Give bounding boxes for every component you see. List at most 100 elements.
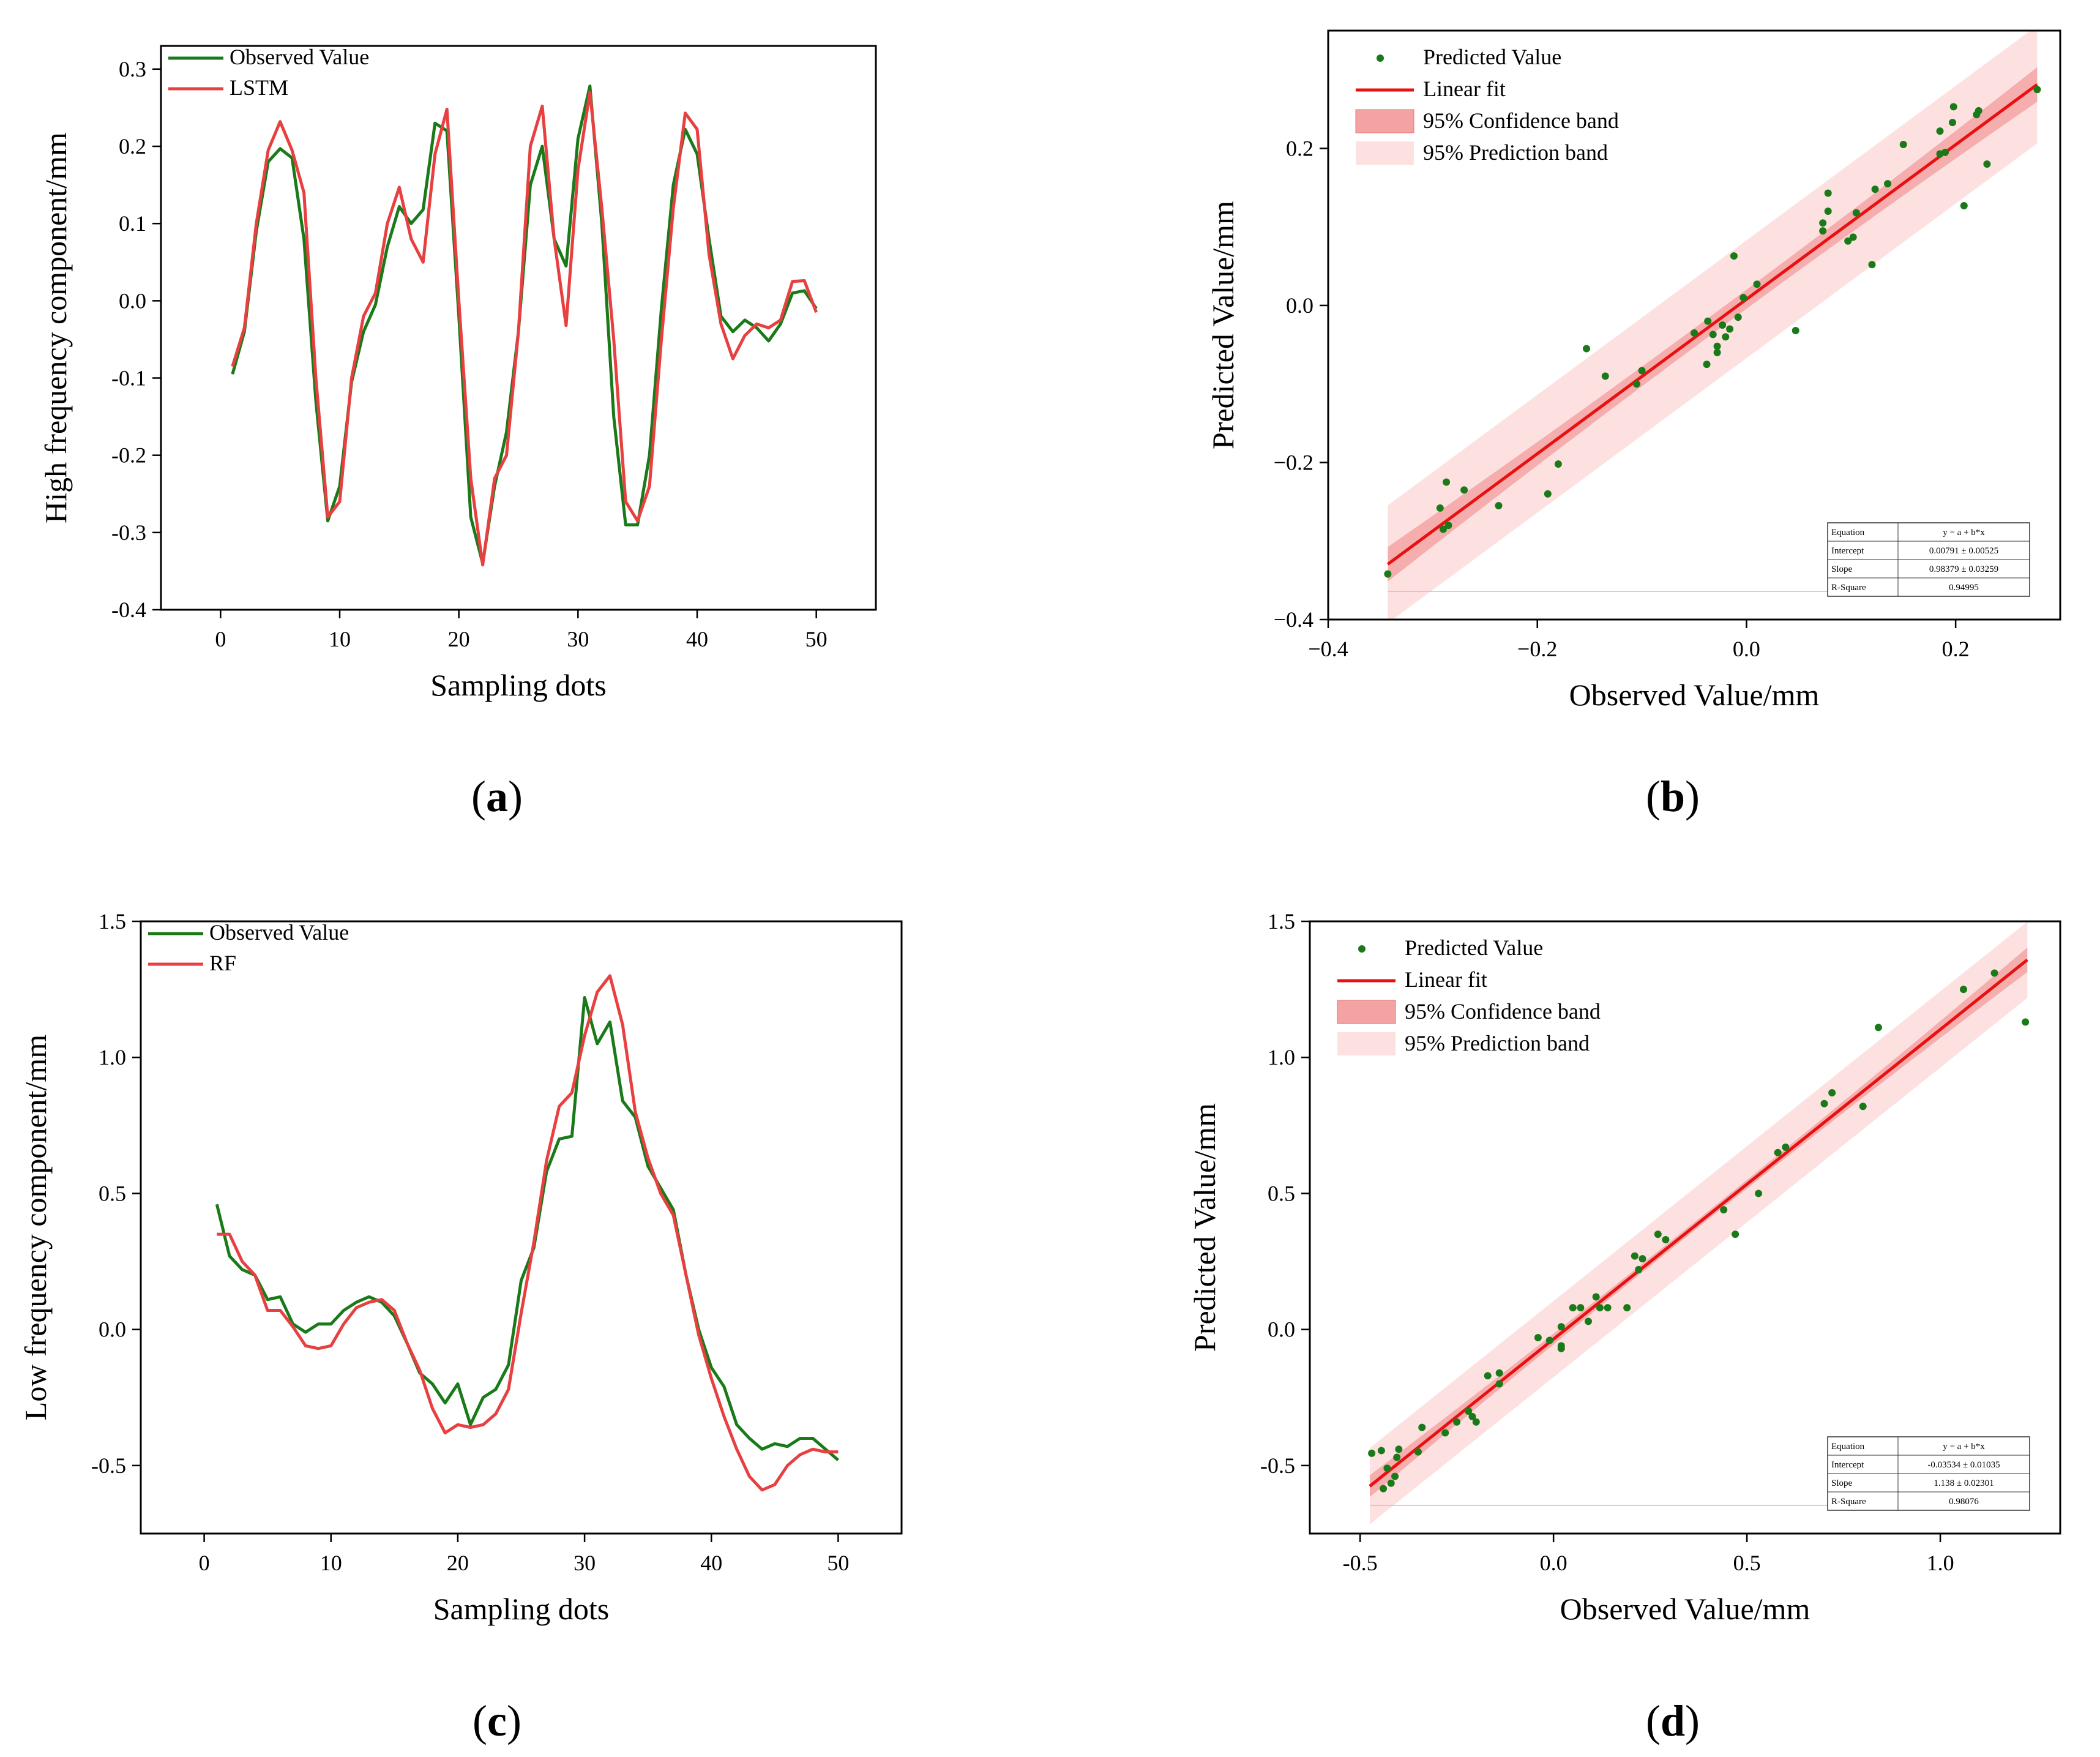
data-point — [1418, 1423, 1426, 1431]
y-tick-label: -0.5 — [91, 1453, 126, 1478]
stats-table-value: 0.98379 ± 0.03259 — [1929, 564, 1998, 574]
data-point — [1638, 367, 1646, 375]
data-point — [1444, 522, 1452, 530]
stats-table-key: Equation — [1831, 528, 1865, 538]
data-point — [1983, 160, 1991, 168]
panel-label-open: ( — [1646, 772, 1661, 821]
data-point — [1391, 1472, 1399, 1480]
stats-table-key: Intercept — [1831, 546, 1864, 556]
data-point — [1975, 107, 1982, 114]
y-axis-label: Predicted Value/mm — [1206, 201, 1240, 449]
stats-table-value: 0.00791 ± 0.00525 — [1929, 546, 1998, 556]
y-axis-label: Low frequency component/mm — [18, 1035, 53, 1420]
data-point — [1734, 313, 1742, 321]
panel-label: (a) — [471, 772, 523, 821]
panel-label: (d) — [1646, 1696, 1700, 1745]
data-point — [1468, 1412, 1476, 1420]
plot-area — [215, 974, 840, 1492]
data-point — [1884, 180, 1892, 188]
legend-label: Observed Value — [209, 920, 349, 945]
x-tick-label: 1.0 — [1927, 1551, 1954, 1575]
y-tick-label: -0.4 — [111, 598, 146, 622]
data-point — [1395, 1445, 1403, 1453]
data-point — [1722, 333, 1730, 341]
y-tick-label: 0.5 — [99, 1181, 126, 1205]
x-tick-label: 10 — [329, 627, 351, 651]
data-point — [1755, 1189, 1763, 1197]
x-axis-label: Sampling dots — [430, 668, 607, 702]
data-point — [1453, 1418, 1461, 1426]
plot-area — [1368, 921, 2030, 1524]
legend-label: Observed Value — [230, 45, 369, 69]
panel-label-close: ) — [1685, 772, 1700, 821]
data-point — [1782, 1143, 1790, 1151]
y-tick-label: 1.0 — [1268, 1045, 1295, 1070]
legend-prediction-swatch — [1337, 1032, 1396, 1055]
plot-area — [231, 84, 818, 567]
legend-point-icon — [1377, 54, 1384, 62]
panel-label-open: ( — [471, 772, 486, 821]
data-point — [1441, 1429, 1449, 1437]
x-tick-label: 40 — [700, 1551, 722, 1575]
legend-label: 95% Confidence band — [1423, 108, 1619, 133]
data-point — [1703, 361, 1711, 369]
x-tick-label: 0 — [199, 1551, 210, 1575]
data-point — [1631, 1252, 1639, 1260]
data-point — [1691, 329, 1698, 337]
data-point — [1383, 1464, 1391, 1472]
legend-label: Linear fit — [1423, 77, 1506, 101]
y-tick-label: −0.2 — [1274, 450, 1313, 474]
legend-point-icon — [1358, 945, 1366, 953]
data-point — [1941, 148, 1949, 156]
data-point — [1569, 1304, 1577, 1312]
panel-a: Observed Value LSTM 0 10 20 30 40 50 -0.4 -0.3 -0.… — [39, 45, 877, 821]
legend-label: 95% Confidence band — [1405, 999, 1601, 1024]
data-point — [1874, 1024, 1882, 1032]
legend-label: 95% Prediction band — [1405, 1031, 1590, 1055]
data-point — [1545, 1336, 1553, 1344]
data-point — [1709, 331, 1717, 339]
x-axis-label: Sampling dots — [433, 1592, 610, 1626]
data-point — [1960, 202, 1968, 210]
x-tick-label: 30 — [574, 1551, 596, 1575]
data-point — [1460, 486, 1468, 494]
x-tick-label: 0.0 — [1733, 637, 1760, 661]
data-point — [1557, 1342, 1565, 1350]
data-point — [1726, 325, 1734, 333]
data-point — [1899, 140, 1907, 148]
y-tick-label: 0.0 — [1286, 293, 1313, 318]
x-tick-label: 0 — [215, 627, 226, 651]
data-point — [1819, 219, 1827, 227]
y-tick-label: -0.5 — [1260, 1453, 1295, 1478]
data-point — [1730, 252, 1738, 260]
data-point — [1719, 321, 1727, 329]
data-point — [1859, 1103, 1867, 1111]
data-point — [1380, 1485, 1388, 1493]
linear-fit-line — [1369, 958, 2028, 1488]
stats-table-value: -0.03534 ± 0.01035 — [1927, 1460, 2000, 1470]
series-line-observed — [215, 995, 840, 1461]
data-point — [2033, 86, 2041, 94]
x-tick-label: 50 — [805, 627, 828, 651]
stats-table-value: 0.94995 — [1949, 583, 1979, 593]
data-point — [1484, 1372, 1492, 1380]
data-point — [1495, 502, 1503, 510]
data-point — [1936, 127, 1944, 135]
panel-label: (b) — [1646, 772, 1700, 821]
panel-label-letter: a — [486, 772, 508, 821]
panel-c: Observed Value RF 0 10 20 30 40 50 -0.5 0.0 0.5 1.0… — [18, 909, 903, 1745]
y-tick-label: 0.5 — [1268, 1181, 1295, 1205]
panel-label-close: ) — [508, 772, 523, 821]
legend-label: RF — [209, 951, 236, 975]
y-tick-label: -0.1 — [111, 366, 146, 391]
y-tick-label: 1.5 — [1268, 909, 1295, 934]
y-tick-label: 0.0 — [99, 1317, 126, 1342]
panel-label-letter: b — [1661, 772, 1685, 821]
data-point — [1604, 1304, 1612, 1312]
data-point — [1623, 1304, 1631, 1312]
panel-b: Predicted Value Linear fit 95% Confidence … — [1206, 29, 2061, 821]
y-tick-label: 1.0 — [99, 1045, 126, 1070]
x-tick-label: 30 — [567, 627, 589, 651]
stats-table-key: Intercept — [1831, 1460, 1864, 1470]
